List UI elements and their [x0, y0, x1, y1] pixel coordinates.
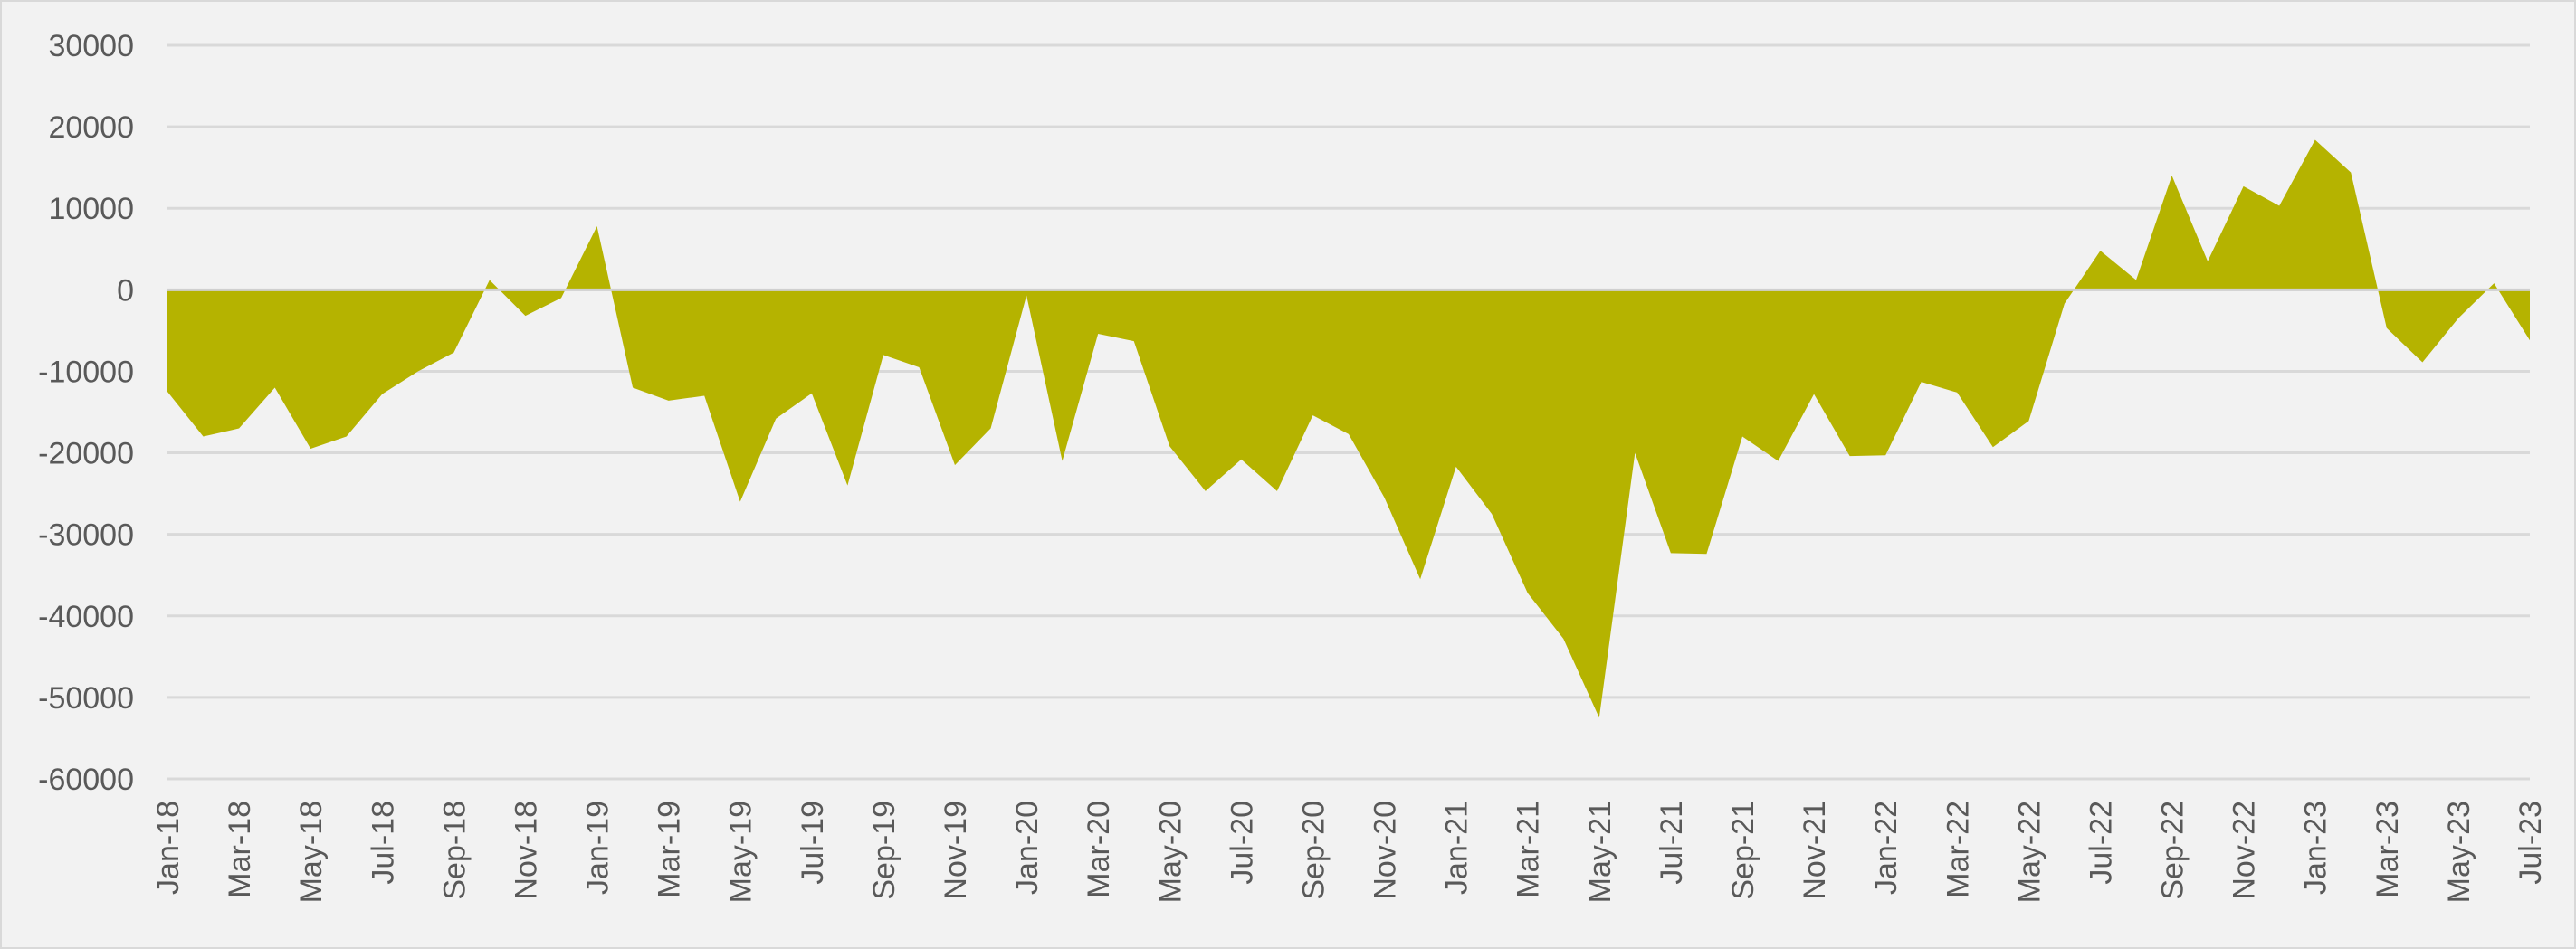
x-tick-label: Mar-23: [2371, 801, 2405, 898]
x-tick-label: Mar-19: [653, 801, 687, 898]
x-tick-label: Mar-21: [1512, 801, 1546, 898]
x-tick-label: Jul-19: [796, 801, 830, 885]
y-tick-label: -60000: [38, 763, 134, 797]
y-tick-label: 20000: [48, 110, 134, 145]
x-tick-label: Nov-21: [1798, 801, 1832, 900]
x-tick-label: Mar-22: [1941, 801, 1975, 898]
x-tick-label: May-18: [294, 801, 329, 903]
x-tick-label: Jan-23: [2299, 801, 2333, 895]
x-tick-label: Jan-19: [581, 801, 615, 895]
x-tick-label: Sep-21: [1726, 801, 1760, 900]
x-tick-label: Jan-21: [1440, 801, 1474, 895]
x-tick-label: Nov-20: [1369, 801, 1403, 900]
x-tick-label: Jan-22: [1869, 801, 1903, 895]
x-tick-label: Jul-20: [1225, 801, 1259, 885]
x-tick-label: Jul-23: [2514, 801, 2548, 885]
x-tick-label: Jul-22: [2084, 801, 2118, 885]
y-axis-labels: 30000 20000 10000 0 -10000 -20000 -30000 -40000…: [38, 29, 134, 797]
x-tick-label: Jul-18: [366, 801, 400, 885]
x-tick-label: Sep-19: [867, 801, 902, 900]
y-tick-label: -50000: [38, 681, 134, 716]
x-tick-label: Jul-21: [1655, 801, 1689, 885]
x-tick-label: May-21: [1583, 801, 1617, 903]
y-tick-label: 30000: [48, 29, 134, 63]
y-tick-label: -30000: [38, 518, 134, 553]
area-series: [167, 139, 2530, 718]
y-tick-label: 0: [117, 273, 134, 308]
x-tick-label: Sep-22: [2156, 801, 2190, 900]
gridlines: [167, 43, 2530, 781]
x-tick-label: May-20: [1153, 801, 1188, 903]
y-tick-label: 10000: [48, 192, 134, 226]
x-tick-label: May-23: [2442, 801, 2476, 903]
x-tick-label: Jan-20: [1010, 801, 1045, 895]
x-tick-label: Mar-20: [1082, 801, 1116, 898]
x-tick-label: Nov-22: [2228, 801, 2262, 900]
x-tick-label: Jan-18: [151, 801, 186, 895]
y-tick-label: -10000: [38, 355, 134, 389]
x-tick-label: May-19: [724, 801, 758, 903]
x-tick-label: Nov-19: [939, 801, 973, 900]
area-fill: [167, 139, 2530, 718]
x-tick-label: Sep-18: [437, 801, 472, 900]
x-tick-label: Mar-18: [223, 801, 257, 898]
x-tick-label: Sep-20: [1296, 801, 1331, 900]
y-tick-label: -20000: [38, 437, 134, 471]
x-axis-labels: Jan-18 Mar-18 May-18 Jul-18 Sep-18 Nov-18 Jan-…: [151, 801, 2548, 903]
y-tick-label: -40000: [38, 600, 134, 634]
x-tick-label: May-22: [2012, 801, 2046, 903]
x-tick-label: Nov-18: [509, 801, 543, 900]
